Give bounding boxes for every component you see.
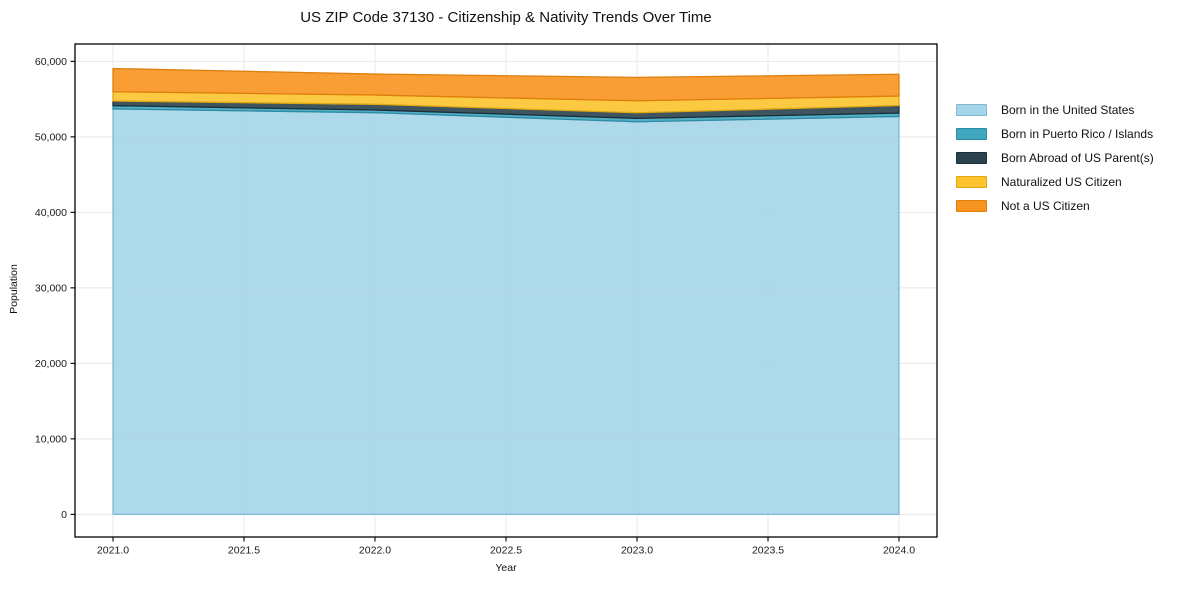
y-tick-label: 50,000 bbox=[35, 132, 67, 144]
area-series-0 bbox=[112, 108, 900, 516]
legend-swatch-icon bbox=[956, 175, 987, 188]
legend-item: Born in Puerto Rico / Islands bbox=[956, 126, 1154, 141]
x-tick-label: 2021.0 bbox=[97, 545, 129, 557]
y-axis-label: Population bbox=[8, 264, 20, 314]
legend-swatch-icon bbox=[956, 127, 987, 140]
legend-label: Born Abroad of US Parent(s) bbox=[1001, 150, 1154, 165]
legend-swatch-icon bbox=[956, 103, 987, 116]
legend-label: Not a US Citizen bbox=[1001, 198, 1090, 213]
legend-swatch-icon bbox=[956, 151, 987, 164]
legend: Born in the United States Born in Puerto… bbox=[956, 102, 1154, 213]
legend-label: Born in the United States bbox=[1001, 102, 1135, 117]
x-tick-label: 2022.0 bbox=[359, 545, 391, 557]
y-tick-label: 30,000 bbox=[35, 283, 67, 295]
legend-item: Born Abroad of US Parent(s) bbox=[956, 150, 1154, 165]
y-tick-label: 0 bbox=[61, 509, 67, 521]
chart-title: US ZIP Code 37130 - Citizenship & Nativi… bbox=[300, 9, 712, 26]
y-tick-label: 40,000 bbox=[35, 207, 67, 219]
x-tick-label: 2022.5 bbox=[490, 545, 522, 557]
legend-item: Naturalized US Citizen bbox=[956, 174, 1154, 189]
x-axis-label: Year bbox=[495, 562, 517, 574]
area-series-4 bbox=[112, 67, 900, 102]
legend-label: Born in Puerto Rico / Islands bbox=[1001, 126, 1154, 141]
x-tick-label: 2023.0 bbox=[621, 545, 653, 557]
x-tick-label: 2023.5 bbox=[752, 545, 784, 557]
legend-label: Naturalized US Citizen bbox=[1001, 174, 1122, 189]
legend-item: Born in the United States bbox=[956, 102, 1154, 117]
x-tick-label: 2021.5 bbox=[228, 545, 260, 557]
y-tick-label: 20,000 bbox=[35, 358, 67, 370]
x-tick-label: 2024.0 bbox=[883, 545, 915, 557]
y-tick-label: 60,000 bbox=[35, 56, 67, 68]
y-tick-label: 10,000 bbox=[35, 434, 67, 446]
legend-item: Not a US Citizen bbox=[956, 198, 1154, 213]
legend-swatch-icon bbox=[956, 199, 987, 212]
